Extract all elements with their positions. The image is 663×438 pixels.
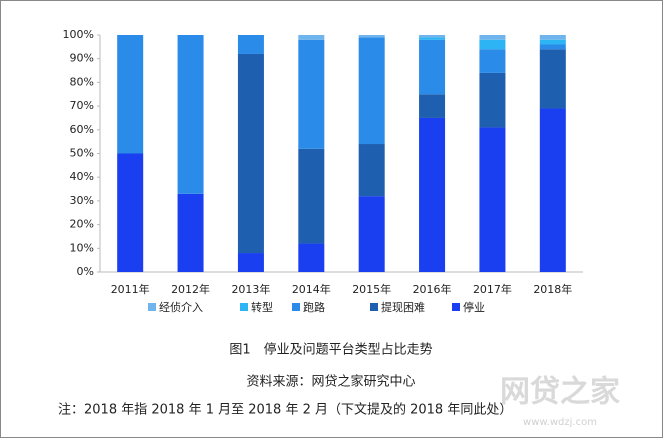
x-tick-label: 2014年 [292,282,331,296]
legend-label: 提现困难 [381,301,425,314]
bar-segment [358,35,385,38]
legend-label: 停业 [463,300,485,314]
x-tick-label: 2013年 [231,282,270,296]
legend-swatch [240,303,248,311]
bar-segment [358,196,385,272]
y-tick-label: 70% [70,99,94,112]
legend-swatch [148,303,156,311]
note: 注：2018 年指 2018 年 1 月至 2018 年 2 月（下文提及的 2… [58,402,512,418]
x-tick-label: 2012年 [171,282,210,296]
bar-segment [419,39,446,95]
bar-segment [177,193,204,272]
legend-label: 转型 [251,300,273,314]
bar-segment [539,39,566,45]
y-tick-label: 20% [70,218,94,231]
bar-segment [479,49,506,73]
bar-segment [479,39,506,50]
bar-segment [237,35,264,54]
bar-segment [539,49,566,109]
y-tick-label: 60% [70,123,94,136]
bar-segment [237,53,264,254]
bar-segment [479,35,506,40]
y-tick-label: 40% [70,170,94,183]
y-tick-label: 90% [70,52,94,65]
bar-segment [539,44,566,50]
bar-segment [117,153,144,272]
x-tick-label: 2016年 [413,282,452,296]
legend-swatch [452,303,460,311]
legend-swatch [292,303,300,311]
y-tick-label: 50% [70,147,94,160]
y-tick-label: 0% [77,265,94,278]
bar-segment [298,243,325,272]
x-tick-label: 2011年 [111,282,150,296]
bar-segment [479,72,506,128]
bar-segment [419,35,446,38]
bar-segment [237,253,264,272]
bar-segment [539,35,566,40]
source: 资料来源：网贷之家研究中心 [246,374,415,390]
x-tick-label: 2017年 [473,282,512,296]
legend-label: 跑路 [303,300,325,314]
bar-segment [479,127,506,273]
y-tick-label: 10% [70,241,94,254]
bar-segment [177,35,204,194]
caption: 图1 停业及问题平台类型占比走势 [229,342,432,358]
bar-segment [358,144,385,197]
bar-segment [298,148,325,244]
bar-segment [298,39,325,149]
bar-segment [419,37,446,40]
x-tick-label: 2018年 [533,282,572,296]
watermark-logo: 网贷之家 [500,375,620,410]
bar-segment [419,94,446,118]
bar-segment [298,35,325,40]
y-tick-label: 30% [70,194,94,207]
bar-segment [419,117,446,272]
y-tick-label: 80% [70,75,94,88]
bar-segment [358,37,385,145]
bar-segment [539,108,566,272]
legend-swatch [370,303,378,311]
watermark-url: www.wdzj.com [523,417,597,428]
x-tick-label: 2015年 [352,282,391,296]
legend-label: 经侦介入 [159,301,203,314]
y-tick-label: 100% [63,28,94,41]
bar-segment [117,35,144,154]
